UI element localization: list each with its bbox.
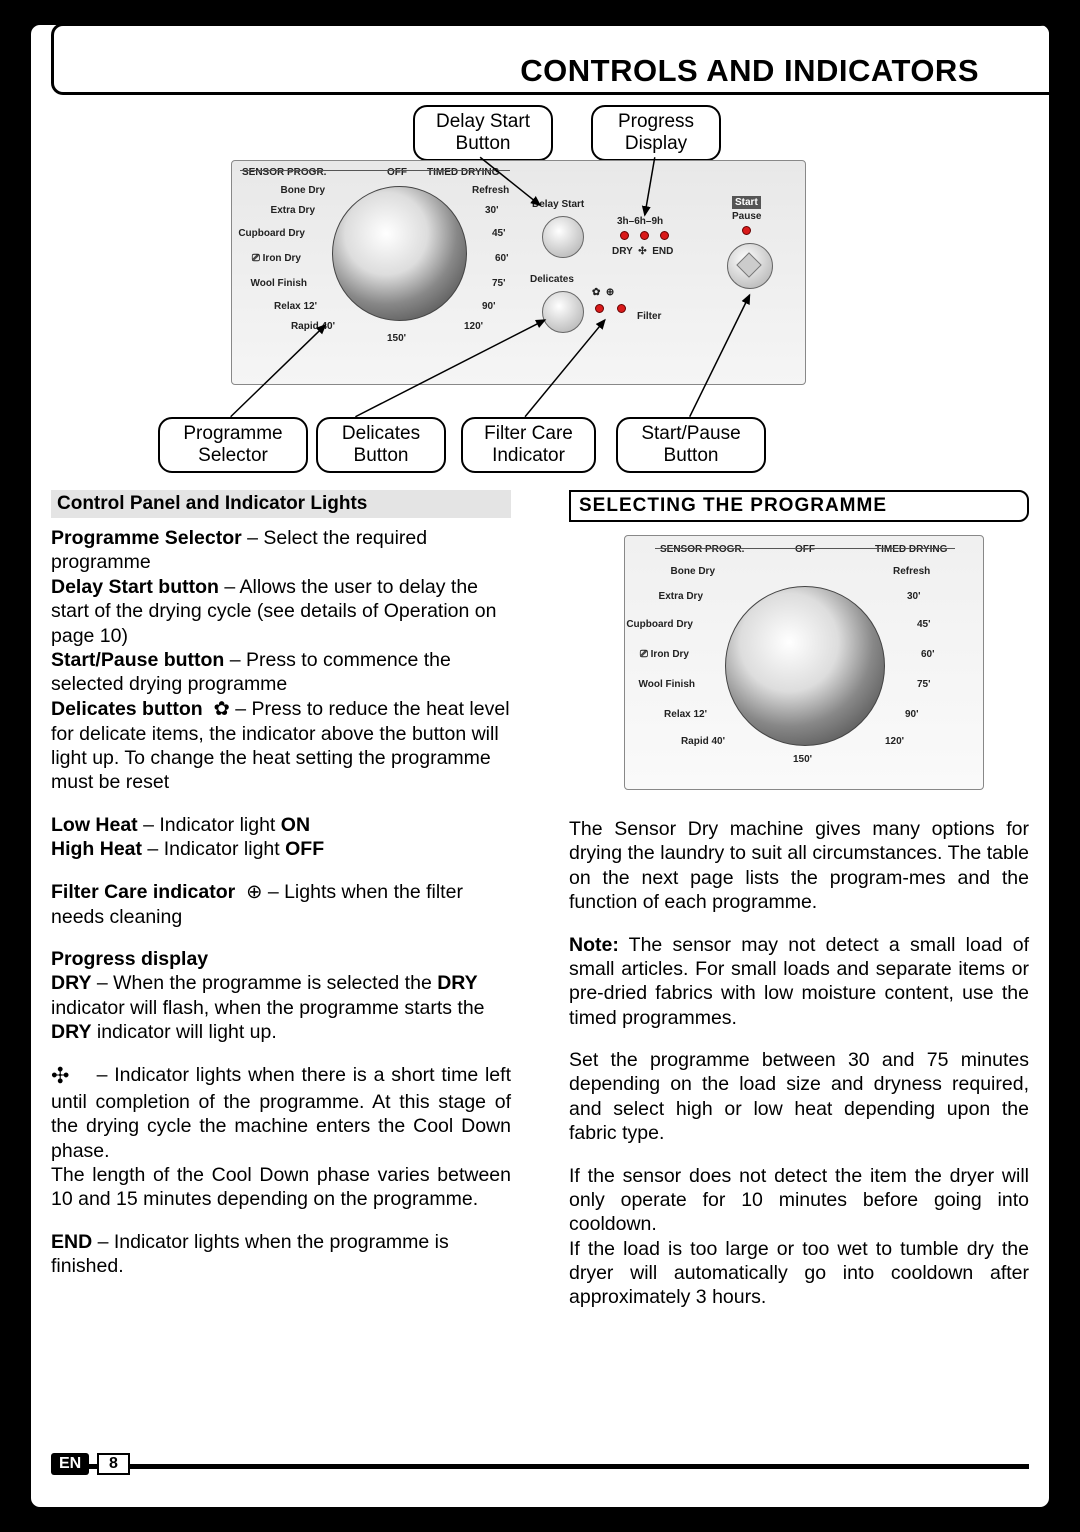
callout-programme: ProgrammeSelector: [158, 417, 308, 473]
filter-icon: ⊕: [246, 880, 262, 904]
left-section-heading: Control Panel and Indicator Lights: [51, 490, 511, 518]
right-section-heading: SELECTING THE PROGRAMME: [569, 490, 1029, 522]
right-body: The Sensor Dry machine gives many option…: [569, 817, 1029, 1310]
language-badge: EN: [51, 1453, 89, 1475]
page-footer: EN 8: [51, 1453, 1029, 1479]
left-body: Programme Selector – Select the required…: [51, 526, 511, 1279]
page-number: 8: [97, 1453, 130, 1475]
feather-icon: ✿: [214, 697, 230, 721]
fan-icon: ✣: [51, 1062, 69, 1090]
callout-startpause: Start/PauseButton: [616, 417, 766, 473]
callout-delicates: DelicatesButton: [316, 417, 446, 473]
controls-diagram: Delay StartButton ProgressDisplay SENSOR…: [51, 105, 1029, 475]
page-title: CONTROLS AND INDICATORS: [520, 53, 979, 89]
callout-filter: Filter CareIndicator: [461, 417, 596, 473]
selector-dial-diagram: SENSOR PROGR. OFF TIMED DRYING Bone Dry …: [569, 530, 1029, 805]
